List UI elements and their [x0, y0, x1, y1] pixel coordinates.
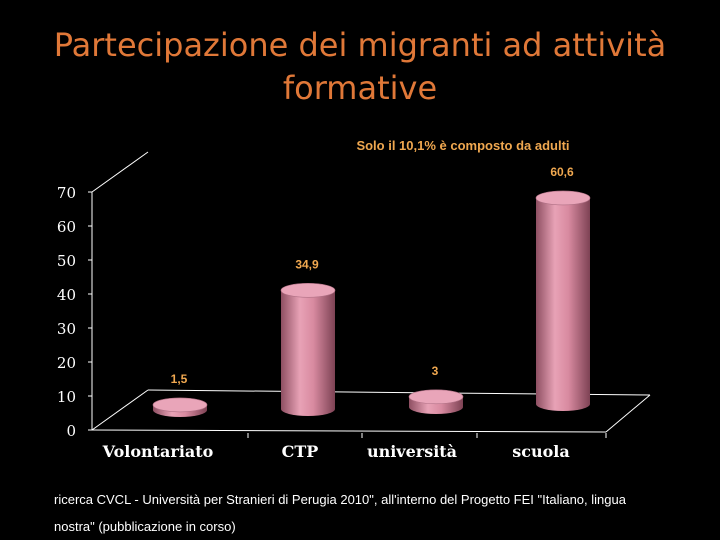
- y-tick-label: 50: [57, 252, 76, 270]
- data-label: 60,6: [550, 165, 574, 179]
- bar-top: [152, 397, 208, 413]
- chart-bars: [152, 190, 591, 417]
- bar-body: [536, 197, 590, 411]
- bar-ctp: [280, 283, 336, 416]
- x-axis-line: [91, 429, 607, 433]
- y-tick-label: 60: [57, 218, 76, 236]
- source-footnote: ricerca CVCL - Università per Stranieri …: [54, 492, 626, 534]
- x-category-label: CTP: [282, 442, 319, 461]
- y-axis-depth-line: [91, 151, 149, 193]
- bar-top: [408, 389, 464, 405]
- bar-volontariato: [152, 397, 208, 417]
- x-category-label: università: [367, 442, 457, 461]
- bar-università: [408, 389, 464, 414]
- chart-labels: 0 10 20 30 40 50 60 70 1,5 Volontariato 34,9 CTP 3 un…: [57, 138, 574, 461]
- x-category-label: Volontariato: [102, 442, 214, 461]
- data-label: 1,5: [171, 372, 188, 386]
- data-label: 3: [432, 364, 439, 378]
- y-tick-label: 0: [66, 422, 76, 440]
- floor-side-line: [605, 394, 651, 433]
- y-tick-label: 30: [57, 320, 76, 338]
- bar-top: [535, 190, 591, 206]
- data-label: 34,9: [295, 257, 319, 271]
- bar-top: [280, 283, 336, 298]
- bar-body: [281, 290, 335, 416]
- bar-scuola: [535, 190, 591, 411]
- x-category-label: scuola: [512, 442, 570, 461]
- slide-title: Partecipazione dei migranti ad attività …: [53, 26, 667, 107]
- floor-depth-line: [91, 389, 149, 431]
- chart-annotation: Solo il 10,1% è composto da adulti: [356, 138, 569, 153]
- y-tick-label: 70: [57, 184, 76, 202]
- y-tick-label: 20: [57, 354, 76, 372]
- y-tick-label: 10: [57, 388, 76, 406]
- y-tick-label: 40: [57, 286, 76, 304]
